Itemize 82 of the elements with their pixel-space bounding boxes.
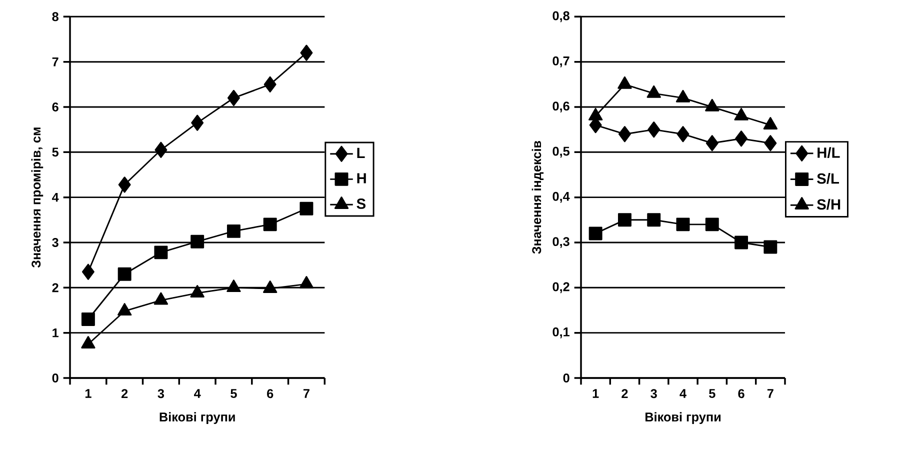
y-tick-label: 0,8 (552, 11, 570, 22)
point (154, 292, 168, 305)
point (705, 218, 719, 232)
x-tick-label: 3 (650, 389, 657, 398)
point (82, 264, 94, 280)
legend-label: L (357, 148, 365, 158)
y-tick-label: 0,5 (552, 146, 570, 158)
point (646, 85, 661, 98)
y-tick-label: 8 (52, 12, 58, 22)
point (764, 240, 778, 254)
y-tick-label: 0,7 (552, 56, 570, 68)
point (647, 213, 661, 227)
point (118, 176, 131, 193)
y-tick-label: 3 (52, 238, 58, 247)
point (264, 76, 276, 92)
y-tick-label: 6 (52, 102, 58, 112)
legend-label: S/H (817, 198, 840, 210)
point (734, 236, 748, 250)
y-tick-label: 7 (52, 57, 58, 66)
x-tick-label: 6 (738, 389, 744, 398)
point (300, 44, 313, 61)
point (190, 234, 204, 248)
y-tick-label: 0,6 (552, 102, 570, 112)
legend-label: H (357, 173, 366, 184)
point (227, 90, 240, 106)
y-axis-title: Значення індексів (532, 140, 544, 254)
point (763, 116, 778, 130)
x-tick-label: 4 (680, 389, 686, 398)
y-tick-label: 0,4 (552, 192, 570, 203)
x-tick-label: 5 (709, 389, 716, 398)
point (117, 303, 132, 316)
y-tick-label: 1 (52, 328, 59, 338)
y-tick-label: 4 (52, 192, 59, 202)
point (588, 226, 602, 240)
x-axis-title: Вікові групи (645, 412, 721, 424)
point (588, 108, 603, 120)
point (81, 336, 96, 349)
x-tick-label: 3 (158, 389, 164, 398)
x-axis-title: Вікові групи (160, 412, 235, 424)
point (676, 90, 690, 102)
point (263, 280, 278, 293)
point (190, 285, 204, 298)
y-tick-label: 0 (563, 374, 570, 382)
point (191, 114, 204, 131)
x-tick-label: 7 (303, 389, 310, 398)
x-tick-label: 4 (194, 389, 201, 398)
point (154, 142, 168, 158)
legend-label: S (356, 198, 366, 209)
legend-label: S/L (817, 173, 839, 184)
y-tick-label: 0,2 (552, 282, 570, 294)
point (263, 218, 277, 232)
point (706, 135, 718, 152)
x-tick-label: 5 (230, 389, 237, 398)
point (618, 213, 632, 227)
point (226, 280, 241, 292)
point (299, 276, 314, 288)
point (734, 108, 748, 120)
point (676, 126, 690, 142)
x-tick-label: 1 (85, 389, 92, 398)
y-tick-label: 0,3 (552, 237, 570, 248)
y-tick-label: 0 (52, 374, 58, 382)
point (735, 130, 748, 147)
y-tick-label: 2 (52, 283, 58, 292)
x-tick-label: 2 (622, 389, 628, 398)
point (118, 267, 132, 281)
point (705, 98, 720, 112)
point (618, 126, 631, 142)
y-tick-label: 0,1 (552, 327, 570, 338)
y-tick-label: 5 (52, 148, 59, 157)
point (226, 224, 240, 238)
point (300, 202, 314, 216)
y-axis-title: Значення промірів, см (31, 128, 44, 268)
legend-label: H/L (818, 147, 840, 158)
point (676, 218, 690, 232)
point (764, 135, 777, 152)
x-tick-label: 2 (121, 389, 128, 398)
point (648, 122, 660, 138)
point (618, 76, 632, 89)
x-tick-label: 7 (767, 389, 774, 398)
point (154, 246, 168, 260)
x-tick-label: 6 (267, 389, 274, 398)
x-tick-label: 1 (592, 389, 599, 398)
